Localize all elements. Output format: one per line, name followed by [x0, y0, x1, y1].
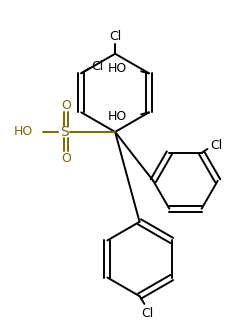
Text: HO: HO	[108, 110, 127, 123]
Text: O: O	[61, 99, 71, 112]
Text: S: S	[60, 125, 69, 139]
Text: Cl: Cl	[141, 307, 154, 320]
Text: O: O	[61, 152, 71, 165]
Text: HO: HO	[14, 125, 33, 139]
Text: HO: HO	[108, 62, 127, 75]
Text: Cl: Cl	[109, 30, 121, 43]
Text: Cl: Cl	[210, 139, 222, 152]
Text: Cl: Cl	[92, 60, 104, 73]
